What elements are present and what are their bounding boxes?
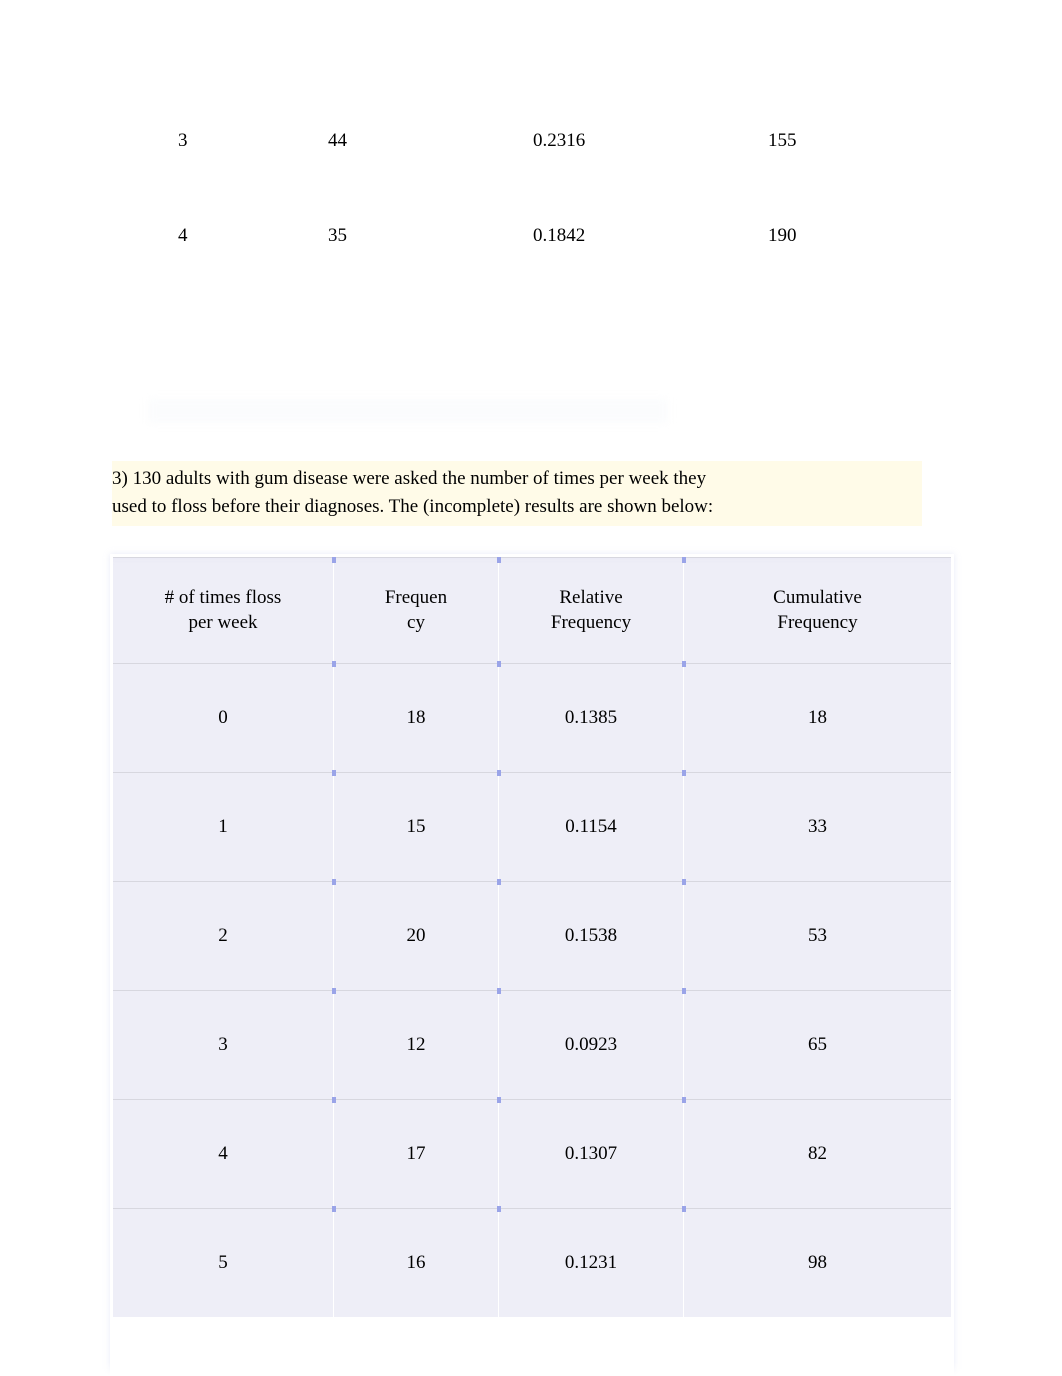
cell: 4 [178, 225, 328, 247]
cell: 16 [333, 1208, 498, 1317]
cell: 190 [768, 225, 848, 247]
table-row: 5 16 0.1231 98 [113, 1208, 951, 1317]
table-row: 4 35 0.1842 190 [178, 225, 848, 320]
partial-table-rows: 3 44 0.2316 155 4 35 0.1842 190 [178, 130, 848, 320]
cell: 4 [113, 1099, 333, 1208]
cell: 15 [333, 772, 498, 881]
header-text: # of times floss [165, 587, 282, 608]
cell: 17 [333, 1099, 498, 1208]
cell-text: 98 [808, 1252, 827, 1274]
header-text: Frequen [385, 587, 447, 608]
cell: 98 [683, 1208, 951, 1317]
question-line: 3) 130 adults with gum disease were aske… [112, 468, 706, 489]
cell: 20 [333, 881, 498, 990]
header-text: Frequency [551, 612, 631, 633]
header-text: cy [407, 612, 425, 633]
column-header: Relative Frequency [498, 557, 683, 663]
cell: 3 [113, 990, 333, 1099]
cell: 155 [768, 130, 848, 152]
table-header-row: # of times floss per week Frequen cy Rel… [113, 557, 951, 663]
cell: 0.1385 [498, 663, 683, 772]
cell: 65 [683, 990, 951, 1099]
cell-text: 0.1231 [565, 1252, 617, 1274]
cell: 0.0923 [498, 990, 683, 1099]
cell: 18 [333, 663, 498, 772]
cell: 1 [113, 772, 333, 881]
question-text: 3) 130 adults with gum disease were aske… [112, 461, 922, 526]
page-cutoff-fade [0, 1362, 1062, 1376]
cell: 0.1842 [533, 225, 768, 247]
question-line: used to floss before their diagnoses. Th… [112, 496, 713, 517]
table-row: 2 20 0.1538 53 [113, 881, 951, 990]
cell-text: 5 [218, 1252, 228, 1274]
header-text: Frequency [777, 612, 857, 633]
cell: 2 [113, 881, 333, 990]
cell: 0.1231 [498, 1208, 683, 1317]
cell: 35 [328, 225, 533, 247]
cell: 0 [113, 663, 333, 772]
cell: 0.1307 [498, 1099, 683, 1208]
cell: 82 [683, 1099, 951, 1208]
cell: 18 [683, 663, 951, 772]
table-row: 3 12 0.0923 65 [113, 990, 951, 1099]
table-row: 3 44 0.2316 155 [178, 130, 848, 225]
table-row: 4 17 0.1307 82 [113, 1099, 951, 1208]
header-text: Cumulative [773, 587, 862, 608]
column-header: # of times floss per week [113, 557, 333, 663]
header-text: per week [188, 612, 257, 633]
cell: 0.2316 [533, 130, 768, 152]
cell: 44 [328, 130, 533, 152]
cell: 0.1154 [498, 772, 683, 881]
blurred-hidden-text [148, 399, 668, 423]
cell: 5 [113, 1208, 333, 1317]
cell: 3 [178, 130, 328, 152]
page: 3 44 0.2316 155 4 35 0.1842 190 3) 130 a… [0, 0, 1062, 1376]
cell: 33 [683, 772, 951, 881]
cell: 0.1538 [498, 881, 683, 990]
frequency-table: # of times floss per week Frequen cy Rel… [113, 557, 951, 1317]
column-header: Cumulative Frequency [683, 557, 951, 663]
cell: 12 [333, 990, 498, 1099]
header-text: Relative [559, 587, 622, 608]
cell: 53 [683, 881, 951, 990]
table-row: 0 18 0.1385 18 [113, 663, 951, 772]
column-header: Frequen cy [333, 557, 498, 663]
cell-text: 16 [407, 1252, 426, 1274]
table-row: 1 15 0.1154 33 [113, 772, 951, 881]
